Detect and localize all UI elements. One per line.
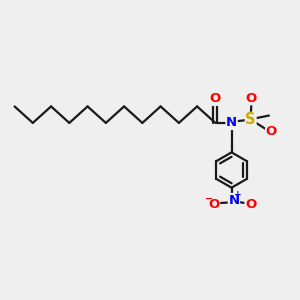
Text: O: O [246,92,257,105]
Text: +: + [234,190,242,199]
Text: N: N [226,116,237,129]
Text: N: N [228,194,239,207]
Text: O: O [208,198,220,211]
Text: O: O [245,198,256,211]
Text: −: − [205,194,213,204]
Text: S: S [245,112,256,128]
Text: O: O [210,92,221,105]
Text: O: O [266,125,277,138]
